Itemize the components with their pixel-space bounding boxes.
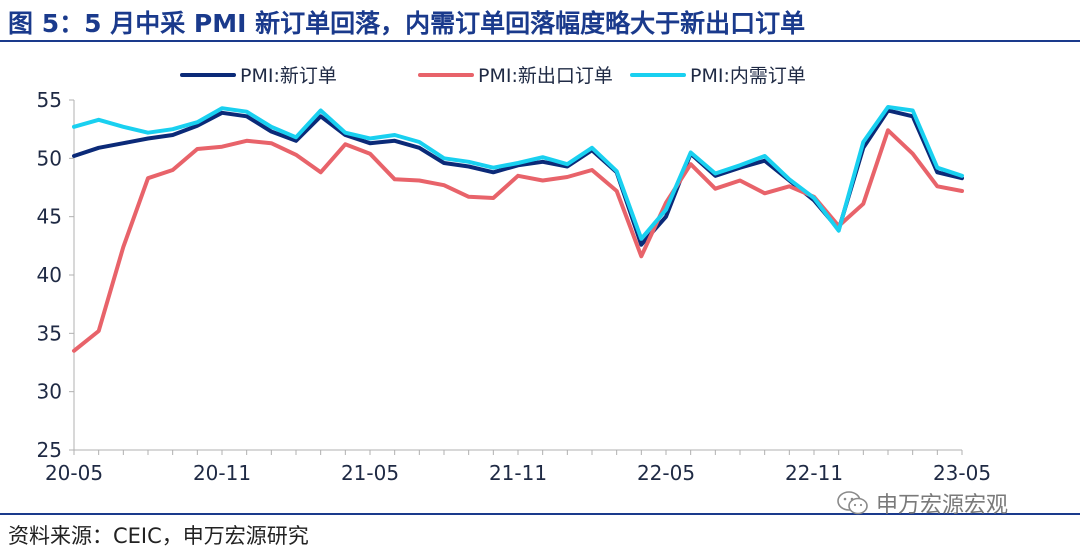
y-tick-label: 30: [37, 380, 62, 404]
watermark: 申万宏源宏观: [836, 487, 1008, 519]
x-tick-label: 22-05: [637, 461, 695, 485]
chart-series: [72, 105, 964, 353]
x-tick-label: 20-05: [45, 461, 103, 485]
x-tick-label: 20-11: [193, 461, 251, 485]
y-tick-label: 50: [37, 146, 62, 170]
x-tick-label: 21-05: [341, 461, 399, 485]
figure-title: 图 5：5 月中采 PMI 新订单回落，内需订单回落幅度略大于新出口订单: [8, 9, 806, 38]
x-tick-label: 23-05: [933, 461, 991, 485]
legend-label-1: PMI:新订单: [240, 65, 337, 87]
x-tick-label: 21-11: [489, 461, 547, 485]
legend-label-3: PMI:内需订单: [690, 65, 806, 87]
watermark-text: 申万宏源宏观: [876, 493, 1009, 518]
y-tick-label: 45: [37, 205, 62, 229]
y-tick-label: 25: [37, 438, 62, 462]
y-tick-label: 35: [37, 321, 62, 345]
wechat-icon: [837, 491, 868, 515]
y-tick-label: 55: [37, 88, 62, 112]
legend-label-2: PMI:新出口订单: [478, 65, 613, 87]
title-rule: [0, 40, 1080, 42]
footer-rule: [0, 513, 1080, 515]
y-tick-label: 40: [37, 263, 62, 287]
x-tick-label: 22-11: [785, 461, 843, 485]
chart-legend: PMI:新订单 PMI:新出口订单 PMI:内需订单: [180, 65, 806, 87]
source-note: 资料来源：CEIC，申万宏源研究: [8, 524, 309, 548]
series-line-3: [72, 105, 964, 241]
chart-axes: 25 30 35 40 45 50 55 20-05 20-11 21-05 21-11 22-05 2…: [37, 88, 992, 485]
